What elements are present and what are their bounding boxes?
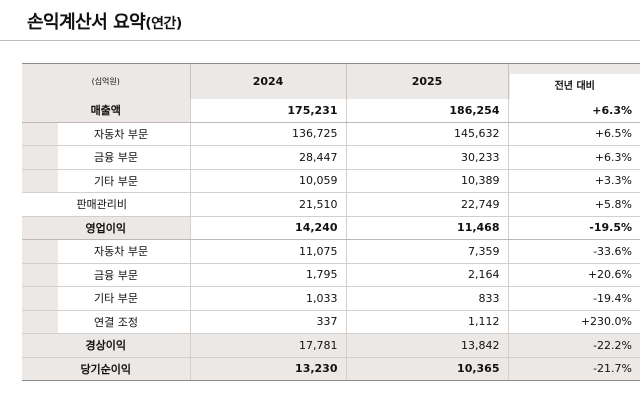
row-label: 자동차 부문 xyxy=(58,122,190,145)
value-2025: 11,468 xyxy=(345,216,508,240)
row-label-cell: 자동차 부문 xyxy=(22,122,190,146)
table-row: 금융 부문 1,795 2,164 +20.6% xyxy=(22,263,640,287)
row-label-cell: 금융 부문 xyxy=(22,145,190,170)
row-label-cell: 연결 조정 xyxy=(22,310,190,334)
value-2024: 10,059 xyxy=(189,169,346,193)
table-row: 금융 부문 28,447 30,233 +6.3% xyxy=(22,145,640,170)
header-2024: 2024 xyxy=(189,63,346,99)
value-2024: 21,510 xyxy=(189,192,346,217)
value-2025: 145,632 xyxy=(345,122,508,146)
table-row: 영업이익 14,240 11,468 -19.5% xyxy=(22,216,640,240)
row-label: 금융 부문 xyxy=(58,146,190,169)
value-change: -21.7% xyxy=(507,357,640,381)
row-label: 당기순이익 xyxy=(22,357,190,381)
title-suffix: (연간) xyxy=(145,16,182,32)
value-change: +6.5% xyxy=(507,122,640,146)
row-label: 금융 부문 xyxy=(58,263,190,286)
table-row: 자동차 부문 11,075 7,359 -33.6% xyxy=(22,239,640,264)
header-2025: 2025 xyxy=(345,63,508,99)
value-2024: 28,447 xyxy=(189,145,346,170)
title-divider xyxy=(0,40,640,41)
table-row: 판매관리비 21,510 22,749 +5.8% xyxy=(22,192,640,217)
value-change: +20.6% xyxy=(507,263,640,287)
table-header-row: (십억원) 2024 2025 전년 대비 xyxy=(22,63,640,99)
title-main: 손익계산서 요약 xyxy=(27,12,146,33)
value-change: +5.8% xyxy=(507,192,640,217)
value-2025: 186,254 xyxy=(345,98,508,123)
row-label: 기타 부문 xyxy=(58,169,190,192)
row-label: 영업이익 xyxy=(22,216,190,240)
unit-label: (십억원) xyxy=(22,63,190,99)
value-2024: 13,230 xyxy=(189,357,346,381)
table-row: 자동차 부문 136,725 145,632 +6.5% xyxy=(22,122,640,146)
value-change: -22.2% xyxy=(507,333,640,358)
value-2024: 17,781 xyxy=(189,333,346,358)
value-2025: 7,359 xyxy=(345,239,508,264)
row-label-cell: 기타 부문 xyxy=(22,169,190,193)
value-change: -33.6% xyxy=(507,239,640,264)
value-2025: 2,164 xyxy=(345,263,508,287)
value-change: +3.3% xyxy=(507,169,640,193)
value-2024: 337 xyxy=(189,310,346,334)
table-row: 경상이익 17,781 13,842 -22.2% xyxy=(22,333,640,358)
value-2024: 175,231 xyxy=(189,98,346,123)
value-2024: 1,795 xyxy=(189,263,346,287)
table-row: 연결 조정 337 1,112 +230.0% xyxy=(22,310,640,334)
table-row: 기타 부문 10,059 10,389 +3.3% xyxy=(22,169,640,193)
row-label: 연결 조정 xyxy=(58,310,190,333)
row-label: 판매관리비 xyxy=(22,192,190,217)
value-change: +230.0% xyxy=(507,310,640,334)
page-title: 손익계산서 요약(연간) xyxy=(27,8,182,34)
row-label-cell: 자동차 부문 xyxy=(22,239,190,264)
value-2025: 10,389 xyxy=(345,169,508,193)
value-2025: 13,842 xyxy=(345,333,508,358)
header-change: 전년 대비 xyxy=(509,73,640,99)
table-row: 기타 부문 1,033 833 -19.4% xyxy=(22,286,640,311)
value-2025: 833 xyxy=(345,286,508,311)
value-change: +6.3% xyxy=(507,98,640,123)
row-label-cell: 기타 부문 xyxy=(22,286,190,311)
row-label: 기타 부문 xyxy=(58,287,190,310)
row-label: 경상이익 xyxy=(22,333,190,358)
value-2024: 14,240 xyxy=(189,216,346,240)
value-change: -19.5% xyxy=(507,216,640,240)
value-2025: 30,233 xyxy=(345,145,508,170)
value-2024: 11,075 xyxy=(189,239,346,264)
row-label: 자동차 부문 xyxy=(58,240,190,263)
value-change: +6.3% xyxy=(507,145,640,170)
row-label-cell: 금융 부문 xyxy=(22,263,190,287)
row-label: 매출액 xyxy=(22,98,190,123)
income-statement-table: (십억원) 2024 2025 전년 대비 매출액 175,231 186,25… xyxy=(22,63,640,381)
value-2025: 1,112 xyxy=(345,310,508,334)
header-change-cell: 전년 대비 xyxy=(507,63,640,99)
value-2025: 10,365 xyxy=(345,357,508,381)
value-2024: 1,033 xyxy=(189,286,346,311)
value-2024: 136,725 xyxy=(189,122,346,146)
value-change: -19.4% xyxy=(507,286,640,311)
table-row: 당기순이익 13,230 10,365 -21.7% xyxy=(22,357,640,381)
table-row: 매출액 175,231 186,254 +6.3% xyxy=(22,98,640,123)
value-2025: 22,749 xyxy=(345,192,508,217)
